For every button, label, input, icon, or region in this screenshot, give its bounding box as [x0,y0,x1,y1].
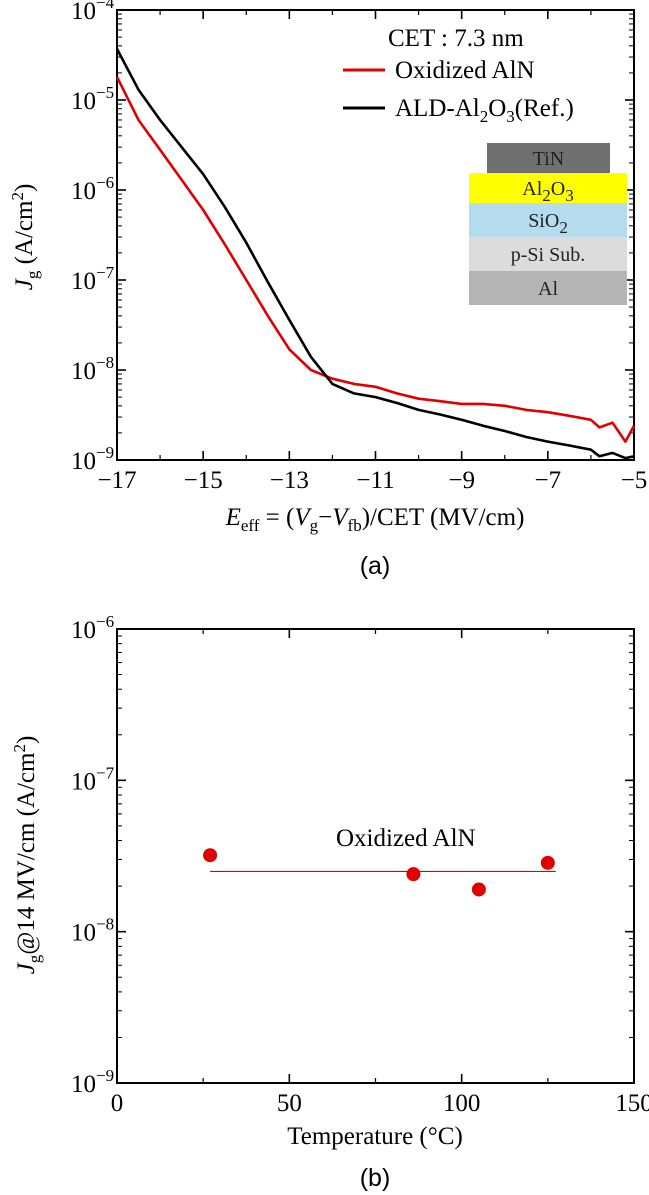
panel-b-y-axis-label: Jg@14 MV/cm (A/cm2) [10,736,44,975]
panel-b-x-axis-label: Temperature (°C) [287,1123,463,1150]
panel-b-x-tick-label: 100 [443,1090,481,1117]
stack-layer-label-2: SiO2 [528,210,568,237]
panel-a-legend: Oxidized AlN ALD-Al2O3(Ref.) [343,57,574,126]
stack-layer-0 [487,143,610,173]
panel-b-y-tick-label: 10−9 [71,1066,114,1098]
panel-a-annotation: CET : 7.3 nm [388,25,524,52]
panel-a-x-tick-label: −9 [448,467,475,494]
panel-a-series [115,48,636,460]
panel-a-y-axis-label: Jg (A/cm2) [8,184,42,291]
panel-a-device-stack: TiN Al2O3 SiO2 p-Si Sub. Al [469,143,627,305]
stack-layer-label-1: Al2O3 [522,178,573,205]
stack-layer-3 [469,237,627,271]
series-line-oxidized-aln [115,76,636,443]
stack-layer-4 [469,271,627,305]
panel-b-x-tick-label: 0 [111,1090,124,1117]
stack-layer-1 [469,173,627,203]
panel-a-axes: −17 −15 −13 −11 −9 −7 −5 10−4 10−5 10−6 10−7 10−8 10… [71,0,647,494]
series-line-ald-al2o3 [115,48,635,460]
panel-b-y-tick-label: 10−8 [71,915,114,947]
panel-a-y-tick-label: 10−5 [71,83,114,115]
stack-layer-label-4: Al [538,278,558,300]
data-point-1 [406,867,421,882]
panel-a-y-tick-label: 10−4 [71,0,115,25]
panel-a-y-tick-label: 10−6 [71,173,114,205]
panel-b-y-tick-label: 10−6 [71,612,114,644]
panel-a-x-tick-label: −7 [535,467,562,494]
panel-a-x-tick-label: −15 [184,467,223,494]
panel-a-x-tick-label: −13 [270,467,309,494]
panel-b-series [203,848,556,897]
panel-b-caption: (b) [360,1164,391,1192]
panel-b-axes: 0 50 100 150 10−6 10−7 10−8 10−9 [71,612,649,1117]
panel-b-y-tick-label: 10−7 [71,763,115,795]
legend-label-oxidized: Oxidized AlN [395,57,535,84]
panel-a-x-axis-label: Eeff = (Vg−Vfb)/CET (MV/cm) [225,504,525,535]
legend-label-ald: ALD-Al2O3(Ref.) [395,95,574,126]
panel-b-x-tick-label: 50 [277,1090,302,1117]
panel-a-x-tick-label: −11 [356,467,394,494]
panel-a-x-tick-label: −5 [621,467,648,494]
stack-layer-2 [469,203,627,237]
panel-b-x-tick-label: 150 [615,1090,649,1117]
stack-layer-label-3: p-Si Sub. [511,244,585,266]
panel-b: 0 50 100 150 10−6 10−7 10−8 10−9 Oxidized AlN T… [10,612,649,1192]
panel-a-caption: (a) [360,552,391,580]
panel-a-y-tick-label: 10−8 [71,353,114,385]
panel-a-x-tick-label: −17 [97,467,136,494]
panel-a-y-tick-label: 10−9 [71,443,114,475]
panel-a-y-tick-label: 10−7 [71,263,115,295]
data-point-3 [540,855,555,870]
panel-b-series-label: Oxidized AlN [336,825,476,852]
stack-layer-label-0: TiN [533,148,565,170]
panel-b-plot-frame [116,628,635,1084]
data-point-0 [203,848,218,863]
panel-a: −17 −15 −13 −11 −9 −7 −5 10−4 10−5 10−6 10−7 10−8 10… [8,0,647,580]
data-point-2 [471,882,486,897]
